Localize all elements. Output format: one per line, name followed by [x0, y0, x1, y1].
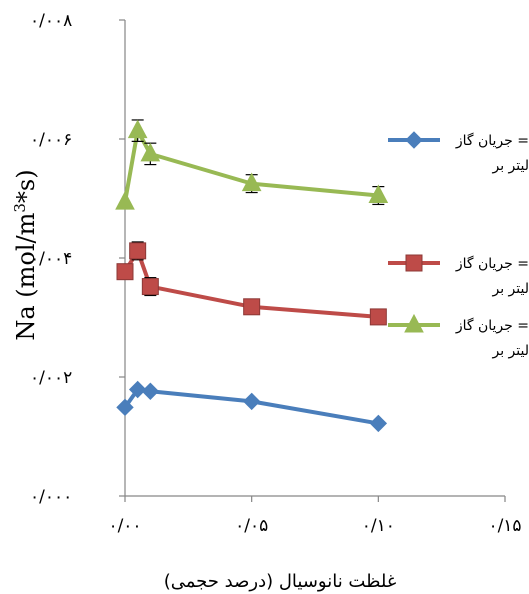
x-tick-label: ۰/۰۰ — [108, 516, 141, 536]
data-point-square — [141, 278, 159, 296]
data-point-square — [369, 308, 387, 326]
data-point-diamond — [128, 380, 147, 399]
legend-label-line2: لیتر بر — [491, 281, 529, 297]
x-tick-label: ۰/۱۰ — [362, 516, 395, 536]
y-axis-title-tail: *s) — [12, 169, 40, 203]
ticks: ۰/۰۰۰ ۰/۰۰۲ ۰/۰۰۴ ۰/۰۰۶ ۰/۰۰۸ ۰/۰۰ ۰/۰۵ ۰/۱۰ ۰/۱… — [30, 11, 522, 536]
series-layer — [115, 119, 389, 433]
series-3 — [115, 119, 389, 210]
legend-label: جریان گاز = — [455, 255, 529, 272]
data-point-triangle — [140, 142, 161, 162]
data-point-diamond — [369, 414, 388, 433]
data-point-triangle — [115, 191, 135, 210]
x-tick-label: ۰/۱۵ — [488, 516, 521, 536]
data-point-square — [243, 298, 261, 316]
y-tick-label: ۰/۰۰۲ — [30, 368, 72, 388]
x-axis-title: غلظت نانوسیال (درصد حجمی) — [164, 571, 397, 592]
y-axis-title-sup: 3 — [11, 203, 29, 213]
series-2 — [116, 241, 387, 326]
y-tick-label: ۰/۰۰۶ — [30, 130, 72, 150]
legend-entry: جریان گاز = لیتر بر — [388, 131, 529, 174]
series-1 — [116, 380, 388, 433]
y-tick-label: ۰/۰۰۰ — [30, 487, 72, 507]
data-point-diamond — [116, 398, 134, 417]
data-point-square — [129, 242, 147, 260]
data-point-diamond — [242, 392, 261, 411]
data-point-triangle — [241, 172, 262, 192]
data-point-triangle — [368, 184, 389, 204]
x-tick-label: ۰/۰۵ — [235, 516, 268, 536]
legend-entry: جریان گاز = لیتر بر — [388, 313, 529, 359]
data-point-square — [116, 263, 134, 281]
legend-label-line2: لیتر بر — [491, 158, 529, 174]
legend-marker — [405, 131, 423, 149]
legend-label-line2: لیتر بر — [491, 343, 529, 359]
legend-entry: جریان گاز = لیتر بر — [388, 254, 529, 297]
y-axis-title-main: Na (mol/m — [12, 212, 40, 340]
y-tick-label: ۰/۰۰۴ — [30, 249, 72, 269]
legend-marker — [404, 313, 424, 333]
y-tick-label: ۰/۰۰۸ — [30, 11, 72, 31]
legend-label: جریان گاز = — [455, 132, 529, 149]
axes — [124, 20, 505, 497]
y-axis-title: Na (mol/m3*s) — [11, 169, 40, 340]
legend-marker — [405, 254, 423, 272]
data-point-diamond — [141, 382, 160, 400]
legend-label: جریان گاز = — [455, 317, 529, 334]
data-point-triangle — [127, 119, 148, 139]
